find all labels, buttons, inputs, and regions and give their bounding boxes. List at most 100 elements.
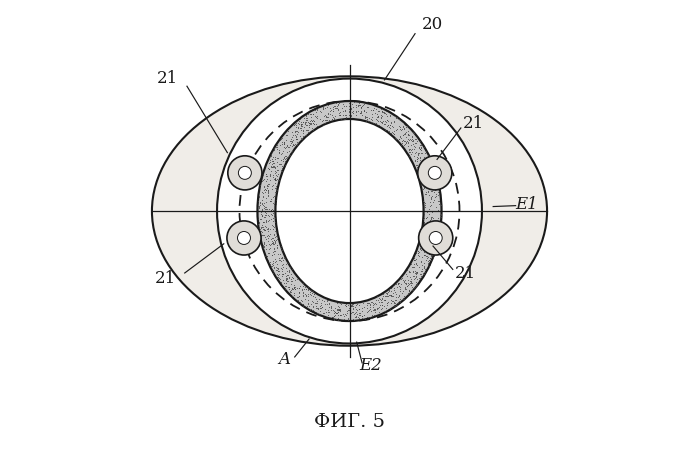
Point <box>262 206 273 213</box>
Point <box>285 140 296 147</box>
Point <box>435 202 446 209</box>
Point <box>419 180 431 187</box>
Point <box>314 107 325 114</box>
Point <box>334 315 345 322</box>
Point <box>346 109 357 116</box>
Point <box>367 106 378 114</box>
Point <box>291 128 302 135</box>
Point <box>303 128 315 136</box>
Point <box>424 179 435 186</box>
Point <box>399 130 410 137</box>
Point <box>380 296 391 303</box>
Point <box>294 282 305 289</box>
Point <box>389 285 400 292</box>
Point <box>266 156 278 163</box>
Point <box>345 101 356 108</box>
Point <box>414 145 425 152</box>
Point <box>383 305 394 313</box>
Point <box>394 124 405 131</box>
Point <box>385 296 396 304</box>
Point <box>275 265 286 272</box>
Point <box>430 220 441 227</box>
Point <box>277 164 288 172</box>
Point <box>312 106 323 114</box>
Point <box>319 294 330 301</box>
Point <box>274 160 285 167</box>
Point <box>262 225 273 233</box>
Point <box>388 290 399 297</box>
Point <box>296 136 308 143</box>
Point <box>285 277 296 284</box>
Point <box>382 123 393 130</box>
Point <box>338 100 349 107</box>
Point <box>415 244 426 251</box>
Circle shape <box>238 167 252 179</box>
Point <box>315 307 326 314</box>
Point <box>334 299 345 306</box>
Point <box>376 119 387 126</box>
Point <box>403 135 414 142</box>
Point <box>431 192 442 199</box>
Point <box>266 167 277 174</box>
Point <box>403 131 414 138</box>
Point <box>424 211 435 218</box>
Point <box>264 197 275 204</box>
Point <box>287 275 298 282</box>
Point <box>254 204 265 211</box>
Point <box>254 193 265 200</box>
Point <box>419 143 430 150</box>
Point <box>423 191 434 198</box>
Point <box>432 238 443 245</box>
Point <box>395 125 406 132</box>
Point <box>259 212 271 219</box>
Point <box>259 231 270 238</box>
Point <box>428 188 439 195</box>
Point <box>373 303 384 310</box>
Point <box>289 121 300 128</box>
Point <box>347 100 358 107</box>
Point <box>415 242 426 249</box>
Point <box>268 163 279 170</box>
Point <box>393 293 404 300</box>
Point <box>289 283 300 291</box>
Point <box>271 176 282 184</box>
Point <box>266 198 277 205</box>
Point <box>387 297 398 304</box>
Point <box>416 187 427 194</box>
Point <box>415 145 426 153</box>
Point <box>306 287 317 294</box>
Point <box>409 269 420 277</box>
Point <box>410 150 421 157</box>
Point <box>428 229 440 236</box>
Point <box>405 141 417 148</box>
Point <box>260 236 271 243</box>
Point <box>278 156 289 163</box>
Point <box>296 122 307 129</box>
Point <box>265 241 276 248</box>
Point <box>255 216 266 223</box>
Point <box>382 116 393 123</box>
Point <box>402 122 413 129</box>
Point <box>412 247 424 254</box>
Point <box>266 152 277 159</box>
Point <box>402 283 413 290</box>
Point <box>361 117 372 124</box>
Point <box>398 122 409 129</box>
Point <box>264 233 275 240</box>
Point <box>430 203 441 211</box>
Point <box>356 104 367 111</box>
Point <box>333 306 345 313</box>
Point <box>331 306 343 313</box>
Point <box>364 307 375 314</box>
Point <box>429 183 440 190</box>
Point <box>308 127 319 134</box>
Point <box>257 224 268 231</box>
Point <box>268 200 279 207</box>
Point <box>383 128 394 135</box>
Point <box>426 213 438 220</box>
Point <box>345 309 356 317</box>
Point <box>427 245 438 252</box>
Point <box>328 313 339 321</box>
Point <box>297 292 308 299</box>
Point <box>269 175 280 182</box>
